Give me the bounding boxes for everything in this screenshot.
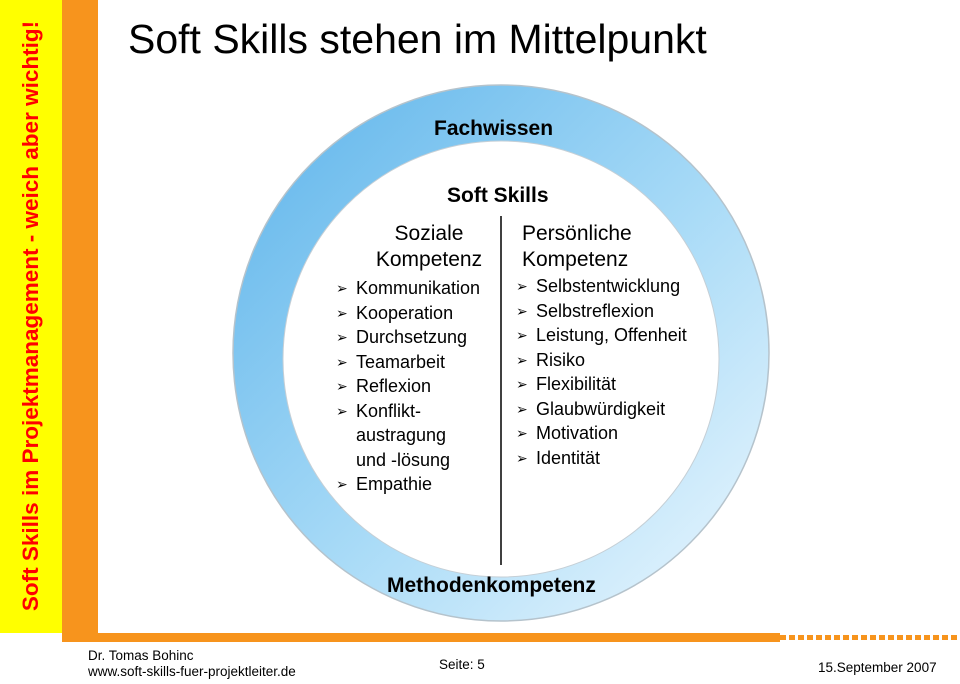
soziale-kompetenz-heading: Soziale Kompetenz [369, 221, 489, 273]
arrow-bullet-icon: ➢ [336, 476, 348, 492]
persoenliche-kompetenz-list: ➢ Selbstentwicklung ➢ Selbstreflexion ➢ Lei… [516, 274, 687, 470]
soziale-kompetenz-list: ➢ Kommunikation ➢ Kooperation ➢ Durchsetzun… [336, 276, 480, 497]
soziale-heading-line1: Soziale [394, 222, 464, 245]
arrow-bullet-icon: ➢ [516, 351, 528, 368]
sidebar-orange-band [62, 0, 98, 633]
methodenkompetenz-label: Methodenkompetenz [387, 574, 596, 597]
list-item: ➢ Motivation [516, 423, 619, 443]
list-item-continuation: und -lösung [356, 449, 451, 470]
list-item: ➢ Glaubwürdigkeit [516, 398, 666, 419]
footer-website: www.soft-skills-fuer-projektleiter.de [88, 664, 296, 679]
footer-divider-solid [62, 633, 780, 642]
soft-skills-diagram [232, 84, 770, 622]
list-item: ➢ Reflexion [336, 376, 432, 396]
footer-divider [62, 633, 960, 642]
list-item: ➢ Selbstentwicklung [516, 276, 681, 296]
list-item: ➢ Teamarbeit [336, 351, 446, 372]
arrow-bullet-icon: ➢ [336, 280, 348, 296]
list-item: ➢ Selbstreflexion [516, 300, 655, 321]
arrow-bullet-icon: ➢ [336, 329, 348, 345]
arrow-bullet-icon: ➢ [336, 353, 348, 370]
list-item: ➢ Konflikt- [336, 400, 422, 421]
footer-author: Dr. Tomas Bohinc [88, 648, 194, 663]
list-item-continuation: austragung [356, 425, 447, 445]
arrow-bullet-icon: ➢ [336, 378, 348, 394]
footer-author-block: Dr. Tomas Bohinc www.soft-skills-fuer-pr… [88, 648, 296, 680]
soziale-heading-line2: Kompetenz [375, 248, 483, 271]
arrow-bullet-icon: ➢ [516, 376, 528, 392]
persoenliche-heading-line2: Kompetenz [522, 248, 629, 271]
page-title: Soft Skills stehen im Mittelpunkt [128, 16, 707, 62]
persoenliche-heading-line1: Persönliche [522, 222, 632, 245]
sidebar-yellow-band [0, 0, 62, 633]
persoenliche-kompetenz-heading: Persönliche Kompetenz [522, 221, 662, 273]
list-item: ➢ Kooperation [336, 302, 454, 323]
list-item: ➢ Durchsetzung [336, 327, 468, 347]
list-item: ➢ Leistung, Offenheit [516, 325, 687, 345]
list-item: ➢ Empathie [336, 474, 433, 494]
footer-date: 15.September 2007 [818, 660, 937, 675]
list-item: ➢ Risiko [516, 349, 586, 370]
arrow-bullet-icon: ➢ [516, 449, 528, 466]
arrow-bullet-icon: ➢ [516, 327, 528, 343]
arrow-bullet-icon: ➢ [516, 302, 528, 319]
arrow-bullet-icon: ➢ [516, 425, 528, 441]
arrow-bullet-icon: ➢ [336, 304, 348, 321]
list-item: ➢ Identität [516, 447, 601, 468]
arrow-bullet-icon: ➢ [336, 402, 348, 419]
list-item: ➢ Flexibilität [516, 374, 617, 394]
arrow-bullet-icon: ➢ [516, 278, 528, 294]
footer-divider-stripes [780, 635, 960, 640]
footer-page-number: Seite: 5 [439, 657, 485, 672]
list-item: ➢ Kommunikation [336, 278, 481, 298]
fachwissen-label: Fachwissen [434, 117, 554, 140]
soft-skills-label: Soft Skills [447, 184, 549, 207]
arrow-bullet-icon: ➢ [516, 400, 528, 417]
